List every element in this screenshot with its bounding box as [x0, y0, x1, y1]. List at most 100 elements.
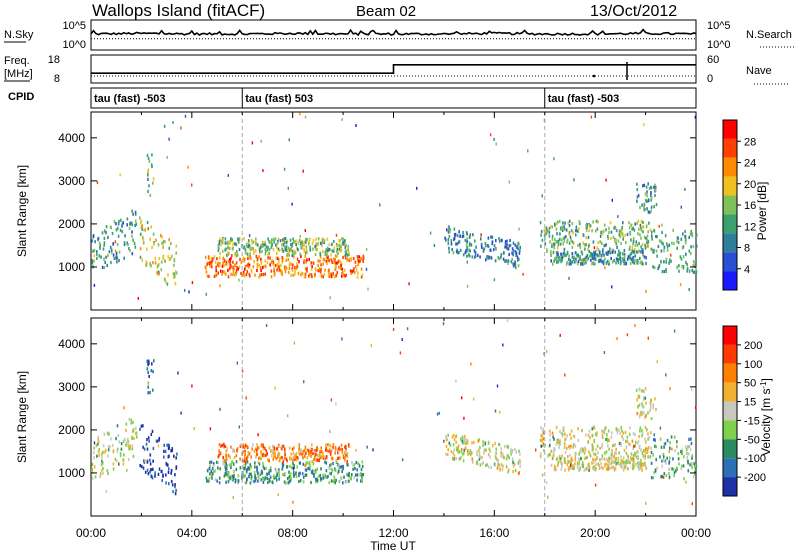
power-cell [651, 230, 653, 234]
velocity-cell [259, 478, 261, 482]
power-cell [601, 260, 604, 264]
power-cell [493, 278, 496, 282]
velocity-cell [347, 463, 349, 467]
power-cell [633, 261, 636, 265]
power-cell [685, 252, 687, 256]
velocity-cell [454, 435, 457, 439]
power-cell [579, 221, 581, 226]
velocity-cell [644, 437, 646, 441]
velocity-cell [577, 465, 579, 469]
power-cell [616, 258, 619, 262]
velocity-cell [322, 473, 324, 477]
power-cell [288, 266, 291, 270]
velocity-cell [174, 483, 176, 487]
power-cell [326, 262, 328, 266]
velocity-cell [306, 461, 309, 465]
power-cell [512, 241, 515, 245]
velocity-cell [257, 479, 259, 483]
power-cell [242, 256, 245, 260]
velocity-cell [152, 467, 154, 471]
power-colorbar-band [723, 214, 737, 234]
velocity-cell [266, 476, 269, 480]
power-cell [102, 247, 105, 251]
velocity-colorbar-frame [722, 325, 738, 497]
velocity-cell [488, 465, 490, 469]
velocity-cell [247, 466, 249, 470]
velocity-cell [175, 465, 178, 469]
velocity-cell [632, 467, 634, 471]
power-cell [692, 264, 695, 268]
power-cell [227, 173, 229, 177]
velocity-cell [256, 443, 258, 447]
velocity-cell [122, 439, 125, 443]
power-cell [256, 257, 259, 261]
power-cell [301, 240, 303, 244]
velocity-cell [325, 461, 328, 465]
velocity-cell [542, 431, 545, 435]
velocity-cell [338, 480, 341, 484]
velocity-cell [614, 452, 616, 456]
power-cell [119, 173, 121, 177]
velocity-cell [634, 453, 637, 457]
power-cell [500, 256, 502, 260]
power-cell [305, 260, 307, 264]
power-cell [448, 246, 450, 250]
power-cell [568, 241, 571, 245]
velocity-cell [346, 460, 348, 464]
velocity-cell [335, 402, 337, 406]
velocity-cell [635, 388, 638, 392]
power-cell [571, 240, 574, 244]
power-cell [267, 252, 270, 256]
velocity-cell [168, 454, 170, 458]
velocity-cell [131, 447, 134, 451]
power-cell [227, 275, 230, 279]
velocity-cell [598, 463, 601, 467]
velocity-cell [458, 450, 460, 454]
velocity-cell [212, 464, 215, 468]
velocity-cell [328, 481, 331, 485]
power-cell [692, 244, 695, 249]
velocity-cell [643, 390, 646, 394]
power-cell [480, 237, 482, 241]
velocity-cell [260, 452, 262, 456]
power-cell [281, 260, 283, 264]
velocity-cell [96, 454, 98, 458]
power-cell [296, 247, 298, 251]
time-tick-label: 12:00 [378, 526, 408, 540]
power-cell [135, 222, 138, 226]
power-cell [586, 254, 589, 258]
power-cell [615, 242, 618, 246]
velocity-cell [230, 463, 233, 467]
velocity-cell [170, 468, 173, 473]
power-cell [224, 237, 227, 241]
velocity-cell [262, 447, 265, 451]
power-cell [309, 237, 311, 241]
velocity-cell [142, 424, 144, 428]
velocity-cell [514, 469, 517, 473]
power-cell [502, 257, 505, 261]
velocity-cell [567, 455, 569, 459]
power-cell [356, 275, 359, 279]
velocity-cell [274, 467, 277, 471]
power-cell [280, 271, 283, 275]
power-cell [640, 228, 643, 232]
power-cell [557, 260, 560, 264]
power-cell [314, 247, 317, 251]
velocity-cell [637, 450, 639, 454]
power-cell [101, 265, 104, 269]
velocity-cell [499, 410, 501, 414]
power-cell [232, 269, 235, 273]
velocity-cell [638, 387, 641, 391]
power-cell [549, 240, 551, 244]
power-cell [676, 246, 678, 250]
velocity-cell [641, 434, 643, 438]
power-cell [327, 272, 330, 276]
velocity-cell [264, 476, 267, 480]
power-cell [644, 243, 646, 247]
velocity-cell [571, 465, 574, 469]
power-cell [299, 234, 301, 238]
power-cell [586, 222, 588, 226]
power-cell [315, 248, 318, 252]
velocity-cell [340, 443, 343, 447]
velocity-cell [125, 428, 127, 433]
